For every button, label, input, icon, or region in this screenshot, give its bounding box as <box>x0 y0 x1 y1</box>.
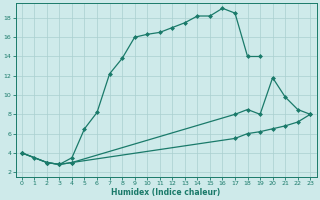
X-axis label: Humidex (Indice chaleur): Humidex (Indice chaleur) <box>111 188 221 197</box>
